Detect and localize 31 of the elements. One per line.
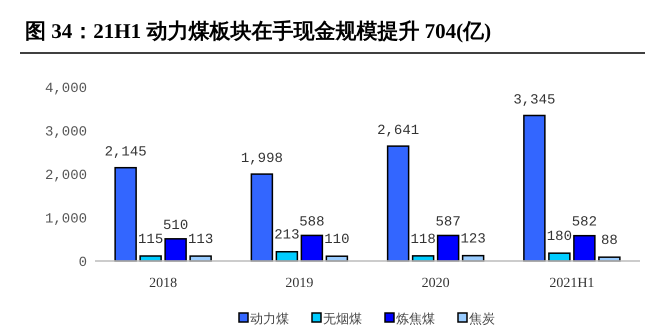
data-label: 2,641 (377, 123, 420, 140)
data-label: 110 (324, 232, 350, 248)
data-label: 180 (546, 229, 572, 246)
y-tick-label: 2,000 (44, 168, 87, 184)
data-label: 582 (572, 214, 597, 231)
x-tick-label: 2020 (422, 276, 450, 291)
y-tick-label: 4,000 (44, 81, 87, 97)
data-label: 88 (600, 233, 618, 250)
data-label: 510 (163, 218, 188, 234)
y-tick-label: 3,000 (44, 124, 87, 140)
data-label: 587 (436, 214, 461, 230)
legend-label: 焦炭 (469, 312, 495, 327)
x-tick-label: 2019 (285, 276, 314, 291)
data-label: 2,145 (104, 144, 147, 161)
data-label: 1,998 (240, 151, 283, 168)
data-label: 118 (410, 232, 436, 248)
data-label: 123 (460, 232, 486, 248)
y-tick-label: 1,000 (44, 212, 87, 228)
data-label: 115 (138, 232, 164, 248)
legend-label: 动力煤 (250, 312, 289, 327)
plot: 0 1,000 2,000 3,000 4,000 2,145 1,998 2,641 3,345 115 213 118 180 510 588 587 582 113 110 123 88 2018 2019 2020 2021H1 (44, 81, 640, 291)
legend-label: 炼焦煤 (396, 312, 435, 327)
x-tick-label: 2021H1 (549, 276, 594, 291)
legend-label: 无烟煤 (323, 312, 362, 327)
chart-title: 图 34：21H1 动力煤板块在手现金规模提升 704(亿) (25, 19, 492, 43)
y-tick-label: 0 (78, 255, 87, 271)
data-label: 213 (274, 228, 300, 244)
data-label: 113 (188, 232, 214, 248)
data-label: 588 (299, 214, 324, 230)
data-label: 3,345 (513, 92, 556, 108)
x-tick-label: 2018 (149, 276, 178, 291)
